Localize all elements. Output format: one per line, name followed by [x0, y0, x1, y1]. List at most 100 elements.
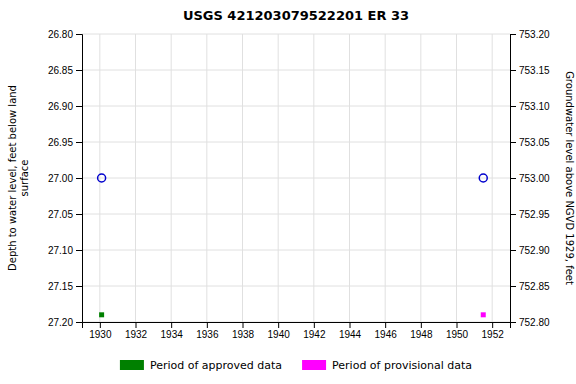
- y-axis-label: Depth to water level, feet below landsur…: [7, 85, 30, 271]
- tick-label: 27.05: [48, 209, 73, 220]
- tick-label: 753.00: [519, 173, 550, 184]
- tick: 1930: [89, 322, 112, 340]
- grid-line-y: [82, 142, 510, 143]
- tick: 1946: [375, 322, 398, 340]
- x-axis: 1930 1932 1934 1936 1938 1940 1942 1944 1946 1948…: [83, 322, 511, 340]
- tick-label: 1950: [446, 329, 469, 340]
- tick: 1934: [161, 322, 184, 340]
- tick-label: 753.10: [519, 101, 550, 112]
- tick-label: 752.95: [519, 209, 550, 220]
- y2-axis: 753.20 753.15 753.10 753.05 753.00 752.95 752.…: [510, 29, 550, 328]
- tick-mark: [510, 214, 516, 215]
- tick-label: 1940: [268, 329, 291, 340]
- tick-label: 1932: [125, 329, 148, 340]
- tick-mark: [510, 286, 516, 287]
- axis-line: [511, 35, 517, 323]
- axis-line: [76, 35, 83, 323]
- tick: 753.10: [510, 101, 550, 112]
- tick-label: 752.85: [519, 281, 550, 292]
- tick-label: 1952: [482, 329, 505, 340]
- tick: 753.00: [510, 173, 550, 184]
- tick-mark: [76, 106, 82, 107]
- series: [481, 312, 486, 317]
- tick: 26.80: [48, 29, 82, 40]
- legend-swatch: [302, 360, 326, 370]
- tick: 753.15: [510, 65, 550, 76]
- tick: 752.95: [510, 209, 550, 220]
- legend: Period of approved data Period of provisi…: [120, 359, 472, 372]
- tick-mark: [278, 322, 279, 328]
- tick: 27.00: [48, 173, 82, 184]
- legend-label: Period of provisional data: [332, 359, 472, 372]
- tick-label: 1930: [89, 329, 112, 340]
- tick-mark: [136, 322, 137, 328]
- tick-label: 1948: [410, 329, 433, 340]
- tick-label: 27.00: [48, 173, 73, 184]
- tick-label: 26.95: [48, 137, 73, 148]
- tick-mark: [421, 322, 422, 328]
- legend-item: Period of approved data: [120, 359, 282, 372]
- tick-label: 753.05: [519, 137, 550, 148]
- tick: 1936: [196, 322, 219, 340]
- tick-mark: [76, 178, 82, 179]
- tick-mark: [76, 322, 82, 323]
- point: [479, 174, 487, 182]
- grid-line-y: [82, 286, 510, 287]
- tick: 752.85: [510, 281, 550, 292]
- tick: 1932: [125, 322, 148, 340]
- tick: 1938: [232, 322, 255, 340]
- grid-line-y: [82, 106, 510, 107]
- tick-label: 1942: [303, 329, 326, 340]
- title: USGS 421203079522201 ER 33: [183, 8, 409, 23]
- grid-line-y: [82, 34, 510, 35]
- tick-label: 1938: [232, 329, 255, 340]
- series: [99, 312, 104, 317]
- legend-item: Period of provisional data: [302, 359, 472, 372]
- tick-label: 26.80: [48, 29, 73, 40]
- axis-line: [83, 323, 511, 329]
- point: [98, 174, 106, 182]
- tick-mark: [510, 70, 516, 71]
- tick-mark: [76, 34, 82, 35]
- grid-line-y: [82, 178, 510, 179]
- tick-label: 752.80: [519, 317, 550, 328]
- tick-mark: [510, 106, 516, 107]
- tick-label: 27.20: [48, 317, 73, 328]
- tick-mark: [76, 250, 82, 251]
- y-axis: 26.80 26.85 26.90 26.95 27.00 27.05 27.10 27.15…: [48, 29, 83, 328]
- tick-mark: [510, 142, 516, 143]
- tick: 1944: [339, 322, 362, 340]
- tick-label: 1934: [161, 329, 184, 340]
- tick-label: 1944: [339, 329, 362, 340]
- plot: 1930 1932 1934 1936 1938 1940 1942 1944 1946 1948…: [48, 29, 550, 340]
- tick: 27.15: [48, 281, 82, 292]
- grid-line-y: [82, 250, 510, 251]
- series: [98, 174, 488, 182]
- y-axis-label-line: Depth to water level, feet below land: [7, 85, 18, 271]
- tick: 1948: [410, 322, 433, 340]
- tick: 27.20: [48, 317, 82, 328]
- y-axis-label-line: surface: [19, 160, 30, 197]
- tick: 1950: [446, 322, 469, 340]
- tick-mark: [510, 250, 516, 251]
- tick: 26.95: [48, 137, 82, 148]
- tick-label: 26.85: [48, 65, 73, 76]
- tick-mark: [510, 322, 516, 323]
- tick-label: 753.20: [519, 29, 550, 40]
- tick-mark: [243, 322, 244, 328]
- tick: 26.90: [48, 101, 82, 112]
- tick-mark: [457, 322, 458, 328]
- grid-line-y: [82, 70, 510, 71]
- tick-label: 27.10: [48, 245, 73, 256]
- tick-label: 1936: [196, 329, 219, 340]
- marks: [98, 174, 488, 317]
- tick: 752.90: [510, 245, 550, 256]
- tick-mark: [510, 34, 516, 35]
- tick-mark: [100, 322, 101, 328]
- tick: 1940: [268, 322, 291, 340]
- tick-mark: [76, 286, 82, 287]
- tick-mark: [492, 322, 493, 328]
- tick: 753.20: [510, 29, 550, 40]
- tick-mark: [350, 322, 351, 328]
- tick-mark: [314, 322, 315, 328]
